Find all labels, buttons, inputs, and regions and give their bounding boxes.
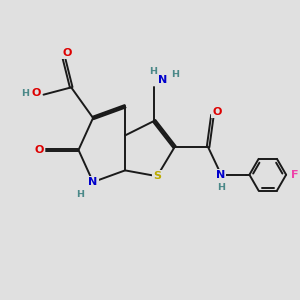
- Text: O: O: [212, 107, 221, 117]
- Text: O: O: [32, 88, 41, 98]
- Text: H: H: [149, 67, 157, 76]
- Text: O: O: [34, 145, 44, 155]
- Text: S: S: [153, 171, 161, 181]
- Text: N: N: [216, 170, 225, 180]
- Text: N: N: [88, 177, 98, 187]
- Text: H: H: [76, 190, 84, 199]
- Text: H: H: [217, 183, 225, 192]
- Text: F: F: [290, 170, 298, 180]
- Text: N: N: [158, 75, 168, 85]
- Text: H: H: [171, 70, 179, 79]
- Text: O: O: [62, 48, 71, 58]
- Text: H: H: [22, 89, 29, 98]
